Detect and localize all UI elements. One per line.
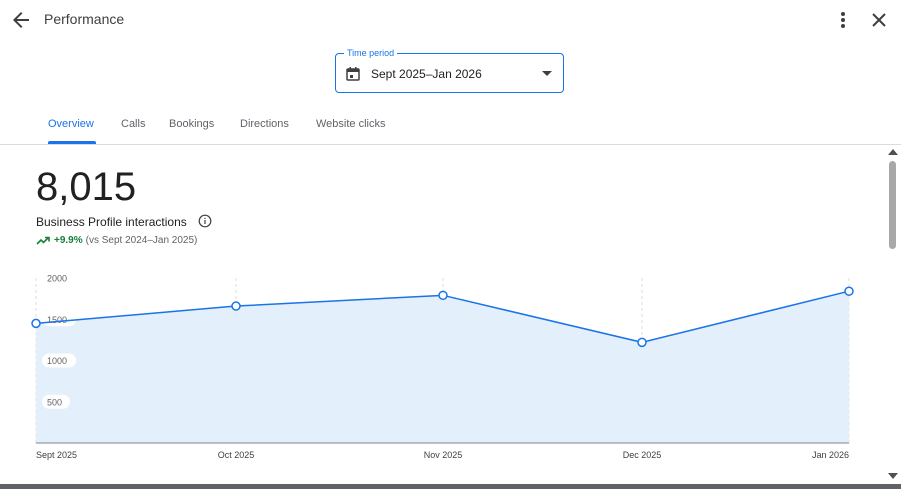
svg-text:1000: 1000 (47, 356, 67, 366)
svg-text:2000: 2000 (47, 274, 67, 284)
interactions-total: 8,015 (36, 165, 137, 209)
tab-overview[interactable]: Overview (48, 118, 94, 130)
chart-area (36, 291, 849, 443)
bottom-edge (0, 484, 901, 489)
metric-label: Business Profile interactions (36, 215, 187, 229)
active-tab-indicator (48, 141, 96, 144)
scroll-thumb[interactable] (889, 161, 896, 249)
x-tick-label-5: Jan 2026 (812, 450, 849, 460)
tab-directions[interactable]: Directions (240, 118, 289, 130)
tab-calls[interactable]: Calls (121, 118, 146, 130)
info-icon[interactable] (198, 214, 212, 228)
trend-row: +9.9% (vs Sept 2024–Jan 2025) (36, 235, 197, 246)
svg-text:1500: 1500 (47, 315, 67, 325)
y-tick-1000: 1000 (42, 353, 76, 368)
tab-bar: Overview Calls Bookings Directions Websi… (0, 106, 901, 145)
more-vert-icon[interactable] (832, 8, 854, 32)
y-tick-1500: 1500 (42, 312, 76, 327)
data-point-3 (438, 290, 448, 301)
x-tick-label-4: Dec 2025 (623, 450, 662, 460)
trend-percentage: +9.9% (54, 235, 83, 246)
header-bar: Performance (0, 0, 901, 40)
caret-down-icon (542, 71, 552, 76)
scroll-up-arrow-icon[interactable] (888, 148, 898, 156)
svg-text:500: 500 (47, 397, 62, 407)
data-point-1 (31, 318, 41, 329)
overview-panel: 8,015 Business Profile interactions +9.9… (0, 145, 885, 485)
calendar-icon (346, 67, 360, 81)
close-icon[interactable] (867, 8, 891, 32)
x-tick-label-1: Sept 2025 (36, 450, 77, 460)
tab-bookings[interactable]: Bookings (169, 118, 215, 130)
scrollbar[interactable] (885, 145, 901, 485)
interactions-chart: 2000 1500 1000 500 Sept 2025 Oct 2025 Nov 2025… (31, 274, 854, 460)
x-tick-label-2: Oct 2025 (218, 450, 255, 460)
trending-up-icon (36, 237, 50, 245)
scroll-down-arrow-icon[interactable] (888, 472, 898, 480)
x-tick-label-3: Nov 2025 (424, 450, 463, 460)
time-period-value: Sept 2025–Jan 2026 (371, 67, 482, 81)
y-tick-2000: 2000 (47, 274, 67, 284)
tab-website-clicks[interactable]: Website clicks (316, 118, 386, 130)
data-point-5 (844, 286, 854, 296)
trend-comparison: (vs Sept 2024–Jan 2025) (85, 235, 198, 246)
arrow-back-icon[interactable] (9, 8, 33, 32)
time-period-label: Time period (344, 47, 398, 59)
data-point-4 (637, 337, 647, 348)
y-tick-500: 500 (42, 394, 70, 409)
data-point-2 (231, 301, 241, 311)
page-title: Performance (44, 11, 125, 27)
time-period-select[interactable]: Time period Sept 2025–Jan 2026 (335, 47, 564, 93)
